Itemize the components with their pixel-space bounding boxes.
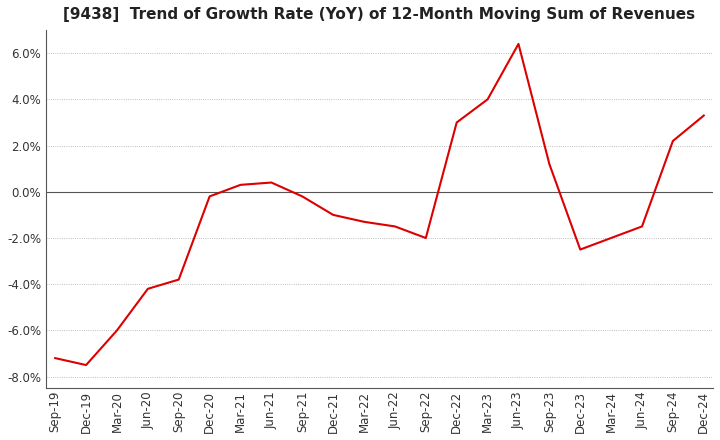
Title: [9438]  Trend of Growth Rate (YoY) of 12-Month Moving Sum of Revenues: [9438] Trend of Growth Rate (YoY) of 12-… bbox=[63, 7, 696, 22]
